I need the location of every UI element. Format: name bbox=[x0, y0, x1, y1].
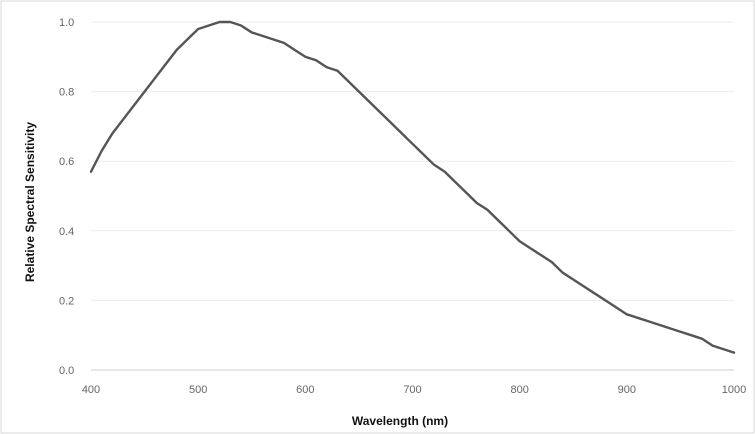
y-tick-label: 0.8 bbox=[59, 87, 74, 99]
x-tick-label: 800 bbox=[510, 384, 528, 396]
x-tick-label: 900 bbox=[618, 384, 636, 396]
y-axis-tick-labels: 0.0 0.2 0.4 0.6 0.8 1.0 bbox=[59, 17, 74, 377]
y-tick-label: 0.6 bbox=[59, 156, 74, 168]
x-tick-label: 400 bbox=[82, 384, 100, 396]
x-tick-label: 1000 bbox=[722, 384, 746, 396]
x-axis-tick-labels: 400 500 600 700 800 900 1000 bbox=[82, 384, 746, 396]
series-line bbox=[89, 20, 736, 354]
y-tick-label: 0.4 bbox=[59, 226, 74, 238]
x-tick-label: 500 bbox=[189, 384, 207, 396]
y-tick-label: 0.0 bbox=[59, 365, 74, 377]
series-layer bbox=[89, 20, 736, 354]
x-axis-title: Wavelength (nm) bbox=[352, 414, 448, 428]
y-tick-label: 0.2 bbox=[59, 295, 74, 307]
x-tick-label: 700 bbox=[403, 384, 421, 396]
y-axis-title: Relative Spectral Sensitivity bbox=[23, 122, 37, 282]
gridlines bbox=[91, 21, 734, 371]
x-tick-label: 600 bbox=[296, 384, 314, 396]
y-tick-label: 1.0 bbox=[59, 17, 74, 29]
